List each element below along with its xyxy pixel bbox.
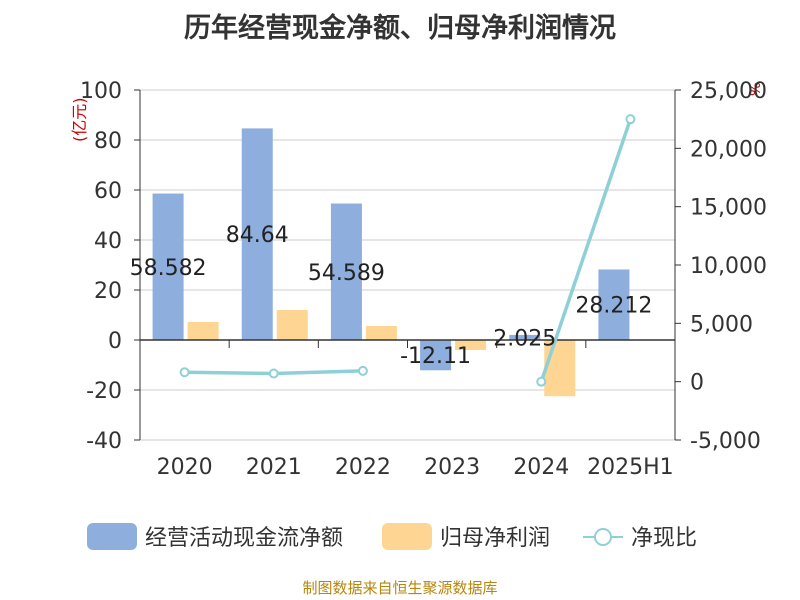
bar-cash-flow xyxy=(509,334,541,340)
bar-net-profit xyxy=(365,326,397,340)
left-axis-tick-label: 80 xyxy=(94,129,122,154)
x-axis-category-label: 2024 xyxy=(513,455,569,480)
legend-line-ratio-icon xyxy=(583,523,623,550)
legend-item-net-profit[interactable]: 归母净利润 xyxy=(382,518,550,554)
bar-net-profit xyxy=(544,340,576,397)
ratio-point xyxy=(357,365,368,376)
bar-cash-flow xyxy=(330,203,362,340)
right-axis-tick-label: 10,000 xyxy=(690,254,767,279)
bar-data-label: -12.11 xyxy=(400,344,471,369)
x-axis-category-label: 2022 xyxy=(335,455,391,480)
legend-item-cash-flow[interactable]: 经营活动现金流净额 xyxy=(87,518,343,554)
ratio-point xyxy=(268,368,279,379)
left-axis-tick-label: 40 xyxy=(94,229,122,254)
left-axis-tick-label: 100 xyxy=(80,79,122,104)
left-axis-tick-label: 20 xyxy=(94,279,122,304)
ratio-point xyxy=(625,114,636,125)
bar-data-label: 84.64 xyxy=(226,223,289,248)
bar-data-label: 58.582 xyxy=(130,256,207,281)
source-note: 制图数据来自恒生聚源数据库 xyxy=(302,579,498,597)
bar-cash-flow xyxy=(152,193,184,340)
bar-data-label: 54.589 xyxy=(308,261,385,286)
x-axis-category-label: 2020 xyxy=(157,455,213,480)
bar-cash-flow xyxy=(598,269,630,340)
left-axis-tick-label: -40 xyxy=(86,429,122,454)
x-axis-category-label: 2025H1 xyxy=(587,455,674,480)
left-axis-tick-label: -20 xyxy=(86,379,122,404)
legend-label-ratio: 净现比 xyxy=(631,526,698,551)
bar-net-profit xyxy=(455,340,487,350)
bar-data-label: 2.025 xyxy=(493,326,556,351)
legend: 经营活动现金流净额 归母净利润 净现比 xyxy=(0,518,800,554)
ratio-point xyxy=(536,376,547,387)
ratio-point xyxy=(179,367,190,378)
left-axis-tick-label: 0 xyxy=(108,329,122,354)
bar-net-profit xyxy=(187,322,219,340)
legend-label-net-profit: 归母净利润 xyxy=(440,526,551,551)
ratio-line xyxy=(539,118,633,383)
x-axis-category-label: 2021 xyxy=(246,455,302,480)
right-axis-tick-label: 20,000 xyxy=(690,137,767,162)
right-axis-tick-label: -5,000 xyxy=(690,429,761,454)
right-axis-tick-label: 25,000 xyxy=(690,79,767,104)
bar-cash-flow xyxy=(420,340,452,371)
legend-swatch-cash-flow xyxy=(87,522,137,550)
legend-item-ratio[interactable]: 净现比 xyxy=(583,518,697,554)
chart-title: 历年经营现金净额、归母净利润情况 xyxy=(184,13,616,44)
bar-cash-flow xyxy=(241,128,273,340)
right-axis-tick-label: 5,000 xyxy=(690,312,753,337)
x-axis-category-label: 2023 xyxy=(424,455,480,480)
bar-data-label: 28.212 xyxy=(575,294,652,319)
left-axis-tick-label: 60 xyxy=(94,179,122,204)
right-axis-tick-label: 0 xyxy=(690,371,704,396)
legend-swatch-net-profit xyxy=(382,522,432,550)
bar-net-profit xyxy=(276,310,308,340)
legend-label-cash-flow: 经营活动现金流净额 xyxy=(145,526,344,551)
right-axis-tick-label: 15,000 xyxy=(690,196,767,221)
